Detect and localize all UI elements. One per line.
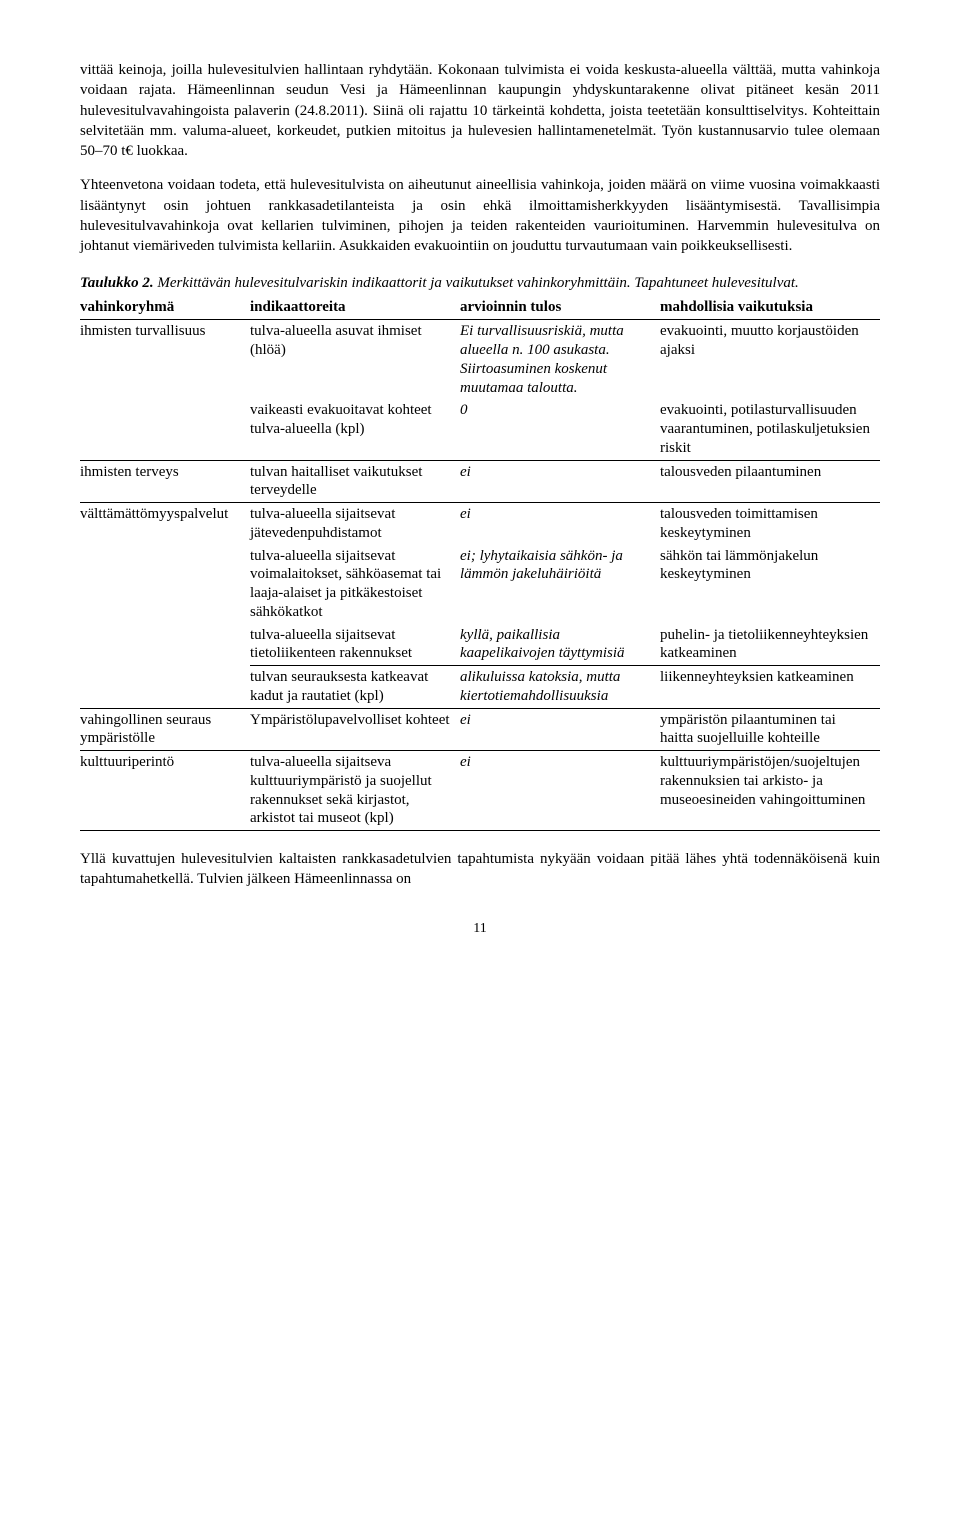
table-cell: evakuointi, potilasturvallisuuden vaaran… xyxy=(660,399,880,460)
table-header: indikaattoreita xyxy=(250,295,460,320)
table-cell xyxy=(80,399,250,460)
table-row: tulva-alueella sijaitsevat voimalaitokse… xyxy=(80,545,880,624)
table-cell xyxy=(80,666,250,709)
table-header: arvioinnin tulos xyxy=(460,295,660,320)
table-cell: tulva-alueella sijaitsevat tietoliikente… xyxy=(250,624,460,666)
table-cell: Ympäristölupavelvolliset kohteet xyxy=(250,708,460,751)
table-cell: ihmisten turvallisuus xyxy=(80,320,250,400)
table-row: välttämättömyyspalvelut tulva-alueella s… xyxy=(80,503,880,545)
table-cell: tulva-alueella sijaitseva kulttuuriympär… xyxy=(250,751,460,831)
table-cell: ei xyxy=(460,503,660,545)
table-row: tulvan seurauksesta katkeavat kadut ja r… xyxy=(80,666,880,709)
table-cell xyxy=(80,545,250,624)
table-cell xyxy=(80,624,250,666)
table-caption-label: Taulukko 2. xyxy=(80,275,154,291)
table-cell: ei xyxy=(460,460,660,503)
table-cell: liikenneyhteyksien katkeaminen xyxy=(660,666,880,709)
table-cell: tulva-alueella asuvat ihmiset (hlöä) xyxy=(250,320,460,400)
table-row: vaikeasti evakuoitavat kohteet tulva-alu… xyxy=(80,399,880,460)
table-cell: 0 xyxy=(460,399,660,460)
table-cell: tulva-alueella sijaitsevat jätevedenpuhd… xyxy=(250,503,460,545)
table-row: ihmisten turvallisuus tulva-alueella asu… xyxy=(80,320,880,400)
table-row: ihmisten terveys tulvan haitalliset vaik… xyxy=(80,460,880,503)
table-cell: evakuointi, muutto korjaustöiden ajaksi xyxy=(660,320,880,400)
table-cell: välttämättömyyspalvelut xyxy=(80,503,250,545)
table-cell: kyllä, paikallisia kaapelikaivojen täytt… xyxy=(460,624,660,666)
table-row: tulva-alueella sijaitsevat tietoliikente… xyxy=(80,624,880,666)
table-cell: tulva-alueella sijaitsevat voimalaitokse… xyxy=(250,545,460,624)
table-caption: Taulukko 2. Merkittävän hulevesitulvaris… xyxy=(80,274,880,293)
table-cell: ei; lyhytaikaisia sähkön- ja lämmön jake… xyxy=(460,545,660,624)
table-cell: ympäristön pilaantuminen tai haitta suoj… xyxy=(660,708,880,751)
table-cell: vaikeasti evakuoitavat kohteet tulva-alu… xyxy=(250,399,460,460)
table-cell: talousveden pilaantuminen xyxy=(660,460,880,503)
table-cell: sähkön tai lämmönjakelun keskeytyminen xyxy=(660,545,880,624)
table-header: mahdollisia vaikutuksia xyxy=(660,295,880,320)
table-cell: kulttuuriperintö xyxy=(80,751,250,831)
body-paragraph: Yhteenvetona voidaan todeta, että huleve… xyxy=(80,175,880,256)
table-header: vahinkoryhmä xyxy=(80,295,250,320)
table-caption-text: Merkittävän hulevesitulvariskin indikaat… xyxy=(157,275,798,291)
body-paragraph: Yllä kuvattujen hulevesitulvien kaltaist… xyxy=(80,849,880,890)
page-number: 11 xyxy=(80,920,880,939)
table-cell: puhelin- ja tietoliikenneyhteyksien katk… xyxy=(660,624,880,666)
table-row: kulttuuriperintö tulva-alueella sijaitse… xyxy=(80,751,880,831)
table-header-row: vahinkoryhmä indikaattoreita arvioinnin … xyxy=(80,295,880,320)
table-cell: ei xyxy=(460,751,660,831)
table-cell: Ei turvallisuusriskiä, mutta alueella n.… xyxy=(460,320,660,400)
table-cell: tulvan seurauksesta katkeavat kadut ja r… xyxy=(250,666,460,709)
indicator-table: vahinkoryhmä indikaattoreita arvioinnin … xyxy=(80,295,880,831)
table-cell: ei xyxy=(460,708,660,751)
table-cell: kulttuuriympäristöjen/suojeltujen rakenn… xyxy=(660,751,880,831)
table-cell: ihmisten terveys xyxy=(80,460,250,503)
table-cell: alikuluissa katoksia, mutta kiertotiemah… xyxy=(460,666,660,709)
body-paragraph: vittää keinoja, joilla hulevesitulvien h… xyxy=(80,60,880,161)
table-cell: vahingollinen seuraus ympäristölle xyxy=(80,708,250,751)
table-cell: talousveden toimittamisen keskeytyminen xyxy=(660,503,880,545)
table-cell: tulvan haitalliset vaikutukset terveydel… xyxy=(250,460,460,503)
table-row: vahingollinen seuraus ympäristölle Ympär… xyxy=(80,708,880,751)
